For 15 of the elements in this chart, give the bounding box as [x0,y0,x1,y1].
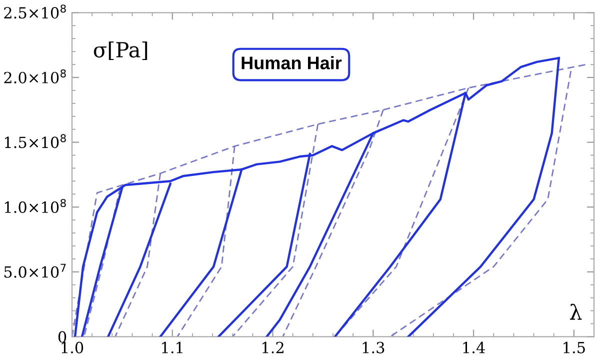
y-tick-label: 2.5×10$^{8}$ [4,4,66,19]
x-tick-label: 1.2 [262,342,284,354]
y-tick-label: 1.0×10$^{8}$ [4,198,66,213]
text: Human Hair [242,56,342,70]
y-tick-label: 0 [58,331,66,343]
x-tick-label: 1.5 [564,342,585,354]
x-tick-label: 1.3 [362,342,384,354]
y-tick-label: 5.0×10$^{7}$ [4,264,66,278]
x-tick-label: 1.4 [463,342,485,354]
x-tick-label: 1.1 [162,342,182,354]
x-tick-label: 1.0 [62,342,84,354]
y-tick-label: 2.0×10$^{8}$ [4,69,66,84]
x-axis-title: λ [570,304,582,320]
y-axis-title: σ[Pa] [94,41,148,60]
y-tick-label: 1.5×10$^{8}$ [4,134,66,148]
